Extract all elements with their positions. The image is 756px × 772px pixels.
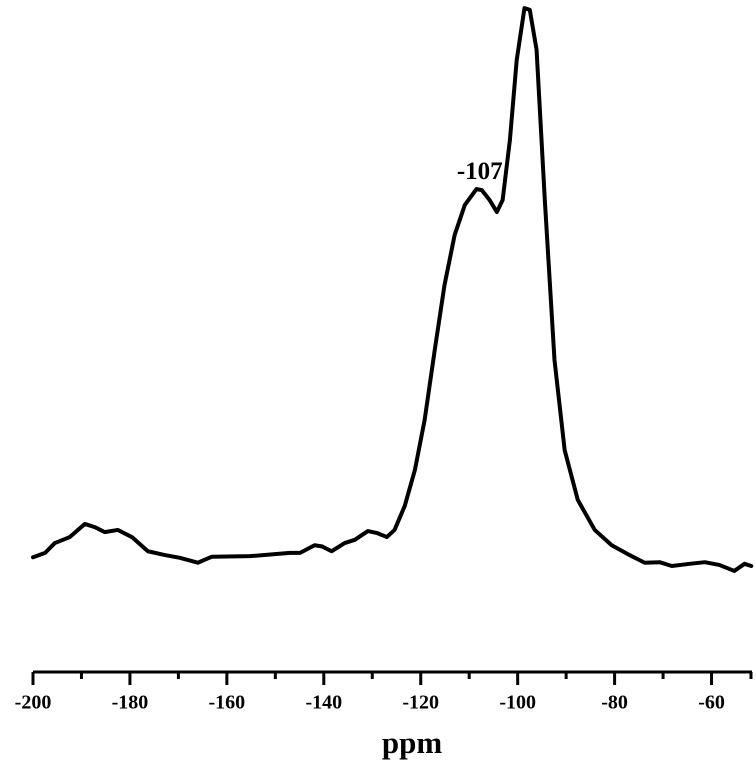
x-tick-label: -160 — [209, 692, 246, 714]
x-axis-label: ppm — [382, 725, 442, 760]
peak-annotation: -96.8 — [503, 0, 555, 4]
peak-annotation: -107 — [457, 158, 503, 185]
x-tick-label: -60 — [698, 692, 725, 714]
x-tick-label: -180 — [112, 692, 149, 714]
x-tick-label: -80 — [601, 692, 628, 714]
x-tick-label: -120 — [402, 692, 439, 714]
x-tick-label: -100 — [499, 692, 536, 714]
x-tick-label: -140 — [305, 692, 342, 714]
spectrum-line — [31, 6, 754, 573]
x-tick-label: -200 — [15, 692, 52, 714]
